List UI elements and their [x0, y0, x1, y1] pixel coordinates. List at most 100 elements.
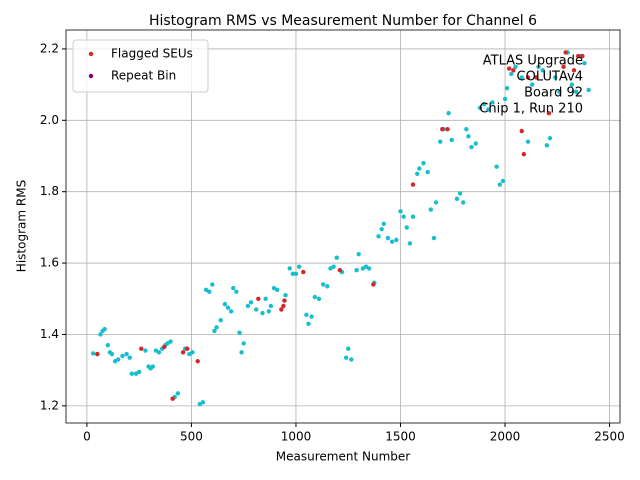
y-tick-label: 1.4: [40, 327, 59, 341]
point: [401, 214, 406, 219]
point: [580, 53, 585, 59]
point: [525, 75, 531, 80]
point: [449, 137, 454, 143]
point: [575, 53, 581, 59]
x-tick-label: 1500: [385, 430, 416, 444]
legend-marker: [88, 51, 94, 57]
point: [156, 350, 162, 355]
point: [513, 64, 518, 69]
point: [283, 293, 288, 298]
point: [210, 282, 215, 287]
x-tick-label: 0: [83, 430, 91, 444]
point: [438, 139, 443, 144]
plot-frame: [65, 29, 621, 424]
point: [98, 332, 103, 337]
point: [544, 143, 550, 148]
point: [260, 310, 265, 316]
point: [507, 66, 512, 71]
point: [312, 294, 317, 300]
point: [274, 287, 280, 293]
point: [371, 282, 376, 287]
point: [557, 89, 562, 94]
point: [446, 110, 451, 116]
point: [109, 351, 115, 357]
point: [281, 303, 286, 309]
point: [162, 344, 167, 350]
point: [279, 307, 284, 312]
x-tick-label: 1000: [281, 430, 312, 444]
point: [586, 87, 591, 93]
point: [185, 346, 190, 351]
annotation: COLUTAv4: [517, 70, 583, 85]
point: [428, 207, 434, 212]
point: [143, 348, 148, 353]
point: [346, 346, 351, 351]
point: [139, 346, 144, 351]
point: [180, 350, 186, 355]
point: [519, 75, 524, 80]
point: [90, 351, 96, 356]
point: [293, 271, 299, 276]
point: [366, 266, 372, 271]
point: [404, 225, 409, 230]
point: [546, 110, 552, 116]
x-tick-label: 2500: [594, 430, 625, 444]
point: [376, 234, 381, 239]
point: [309, 314, 314, 319]
point: [218, 317, 223, 323]
point: [529, 82, 535, 87]
y-tick-label: 1.2: [40, 398, 59, 412]
point: [389, 239, 395, 244]
y-tick-label: 1.6: [40, 256, 59, 270]
point: [445, 127, 450, 132]
point: [466, 134, 471, 139]
point: [102, 326, 107, 332]
point: [241, 341, 246, 346]
legend-label: Flagged SEUs: [111, 47, 193, 61]
legend-marker: [88, 73, 94, 79]
point: [394, 237, 399, 243]
point: [582, 60, 587, 66]
point: [190, 350, 195, 355]
point: [248, 300, 254, 305]
y-tick-label: 1.8: [40, 184, 59, 198]
x-axis-label: Measurement Number: [276, 450, 410, 464]
point: [431, 235, 437, 241]
point: [494, 164, 499, 169]
point: [175, 391, 181, 396]
point: [433, 200, 439, 205]
point: [231, 285, 236, 291]
point: [469, 144, 474, 150]
point: [282, 298, 287, 303]
point: [225, 305, 231, 310]
point: [571, 68, 577, 73]
point: [301, 269, 306, 275]
point: [127, 355, 132, 360]
point: [552, 75, 558, 80]
point: [124, 351, 129, 357]
legend-box: [72, 39, 209, 93]
point: [120, 353, 125, 359]
point: [563, 50, 568, 55]
point: [337, 268, 343, 273]
point: [356, 251, 361, 257]
point: [200, 400, 206, 405]
point: [263, 296, 268, 301]
point: [306, 321, 311, 326]
annotation: Board 92: [524, 86, 583, 101]
point: [385, 235, 391, 241]
point: [536, 64, 541, 69]
point: [440, 127, 445, 132]
point: [304, 312, 309, 318]
legend-label: Repeat Bin: [111, 69, 176, 83]
point: [421, 160, 426, 166]
point: [569, 82, 575, 87]
point: [500, 178, 506, 184]
point: [316, 296, 322, 301]
point: [504, 85, 510, 91]
point: [410, 214, 416, 219]
point: [325, 284, 330, 289]
point: [207, 289, 212, 294]
point: [237, 330, 242, 335]
point: [168, 339, 173, 344]
